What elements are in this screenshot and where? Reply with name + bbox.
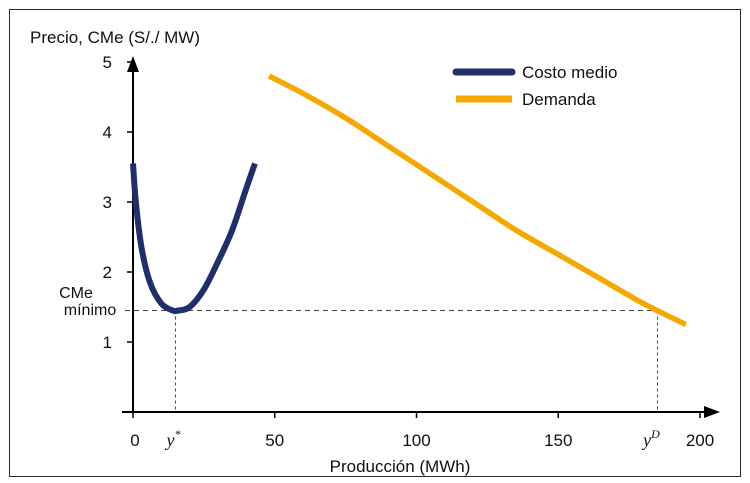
x-tick-label: 200 bbox=[686, 431, 714, 450]
x-ticks: 0 50 100 150 200 bbox=[130, 412, 714, 450]
chart-frame bbox=[9, 9, 741, 477]
y-tick-label: 5 bbox=[103, 53, 112, 72]
cme-min-label-line1: CMe bbox=[59, 285, 93, 302]
legend-label-demanda: Demanda bbox=[522, 90, 596, 109]
legend-label-costo-medio: Costo medio bbox=[522, 63, 617, 82]
y-tick-label: 3 bbox=[103, 193, 112, 212]
cme-min-label-line2: mínimo bbox=[64, 302, 117, 319]
series-costo-medio-line bbox=[130, 162, 258, 315]
x-tick-label: 100 bbox=[402, 431, 430, 450]
x-tick-label: 50 bbox=[265, 431, 284, 450]
y-tick-label: 4 bbox=[103, 123, 112, 142]
yd-label: yD bbox=[641, 427, 660, 450]
y-axis-title: Precio, CMe (S/./ MW) bbox=[30, 28, 200, 47]
y-tick-label: 1 bbox=[103, 333, 112, 352]
y-tick-label: 2 bbox=[103, 263, 112, 282]
y-ticks: 1 2 3 4 5 bbox=[103, 53, 133, 352]
x-tick-label: 150 bbox=[544, 431, 572, 450]
x-tick-label: 0 bbox=[130, 431, 139, 450]
x-axis-title: Producción (MWh) bbox=[330, 457, 471, 476]
legend: Costo medio Demanda bbox=[452, 63, 617, 109]
y-axis-arrow bbox=[127, 56, 139, 72]
x-axis-arrow bbox=[704, 406, 720, 418]
series-demanda-line bbox=[267, 73, 688, 327]
ystar-label: y* bbox=[165, 427, 181, 450]
